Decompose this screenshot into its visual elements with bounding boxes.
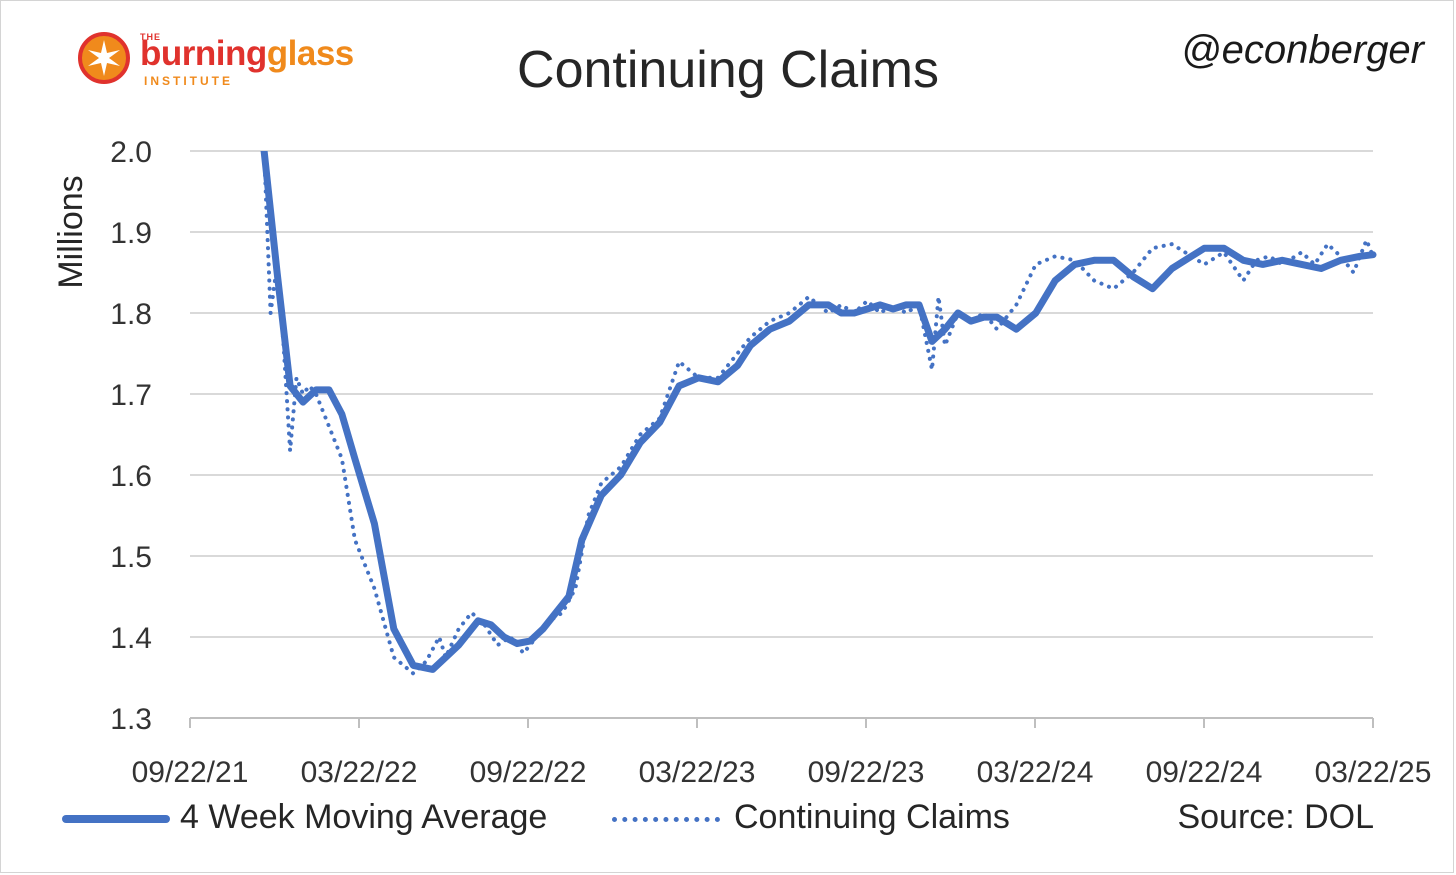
- y-tick-label: 1.8: [110, 298, 152, 331]
- legend-label: Continuing Claims: [734, 798, 1010, 836]
- logo-word-part1: burning: [140, 34, 267, 73]
- x-axis: 09/22/21 03/22/22 09/22/22 03/22/23 09/22/23…: [132, 717, 1432, 789]
- x-tick-label: 09/22/23: [808, 756, 925, 789]
- x-tick-label: 03/22/22: [301, 756, 418, 789]
- legend-solid-swatch: [62, 815, 170, 824]
- logo-wordmark: burningglass: [140, 34, 354, 74]
- moving-average-line: [260, 151, 1377, 673]
- burning-glass-logo-icon: [78, 32, 130, 84]
- logo-subtitle: INSTITUTE: [144, 74, 233, 88]
- y-tick-label: 1.4: [110, 622, 152, 655]
- logo-word-part2: glass: [266, 34, 355, 73]
- y-tick-label: 1.6: [110, 460, 152, 493]
- continuing-claims-line: [262, 151, 1375, 676]
- x-tick-label: 03/22/23: [639, 756, 756, 789]
- y-tick-label: 1.9: [110, 217, 152, 250]
- x-tick-label: 09/22/21: [132, 756, 249, 789]
- x-tick-label: 03/22/24: [977, 756, 1094, 789]
- x-tick-label: 03/22/25: [1315, 756, 1432, 789]
- logo-prefix: THE: [140, 32, 161, 42]
- y-axis-label: Millions: [52, 175, 90, 288]
- y-tick-label: 2.0: [110, 136, 152, 169]
- legend-label: 4 Week Moving Average: [180, 798, 548, 836]
- series-lines: [260, 151, 1377, 676]
- y-tick-label: 1.3: [110, 703, 152, 736]
- legend-dotted-swatch: [612, 816, 720, 822]
- gridlines: [190, 150, 1373, 638]
- x-tick-label: 09/22/22: [470, 756, 587, 789]
- legend-item-moving-average: 4 Week Moving Average: [62, 798, 547, 837]
- y-tick-label: 1.5: [110, 541, 152, 574]
- y-tick-labels: 1.3 1.4 1.5 1.6 1.7 1.8 1.9 2.0: [110, 136, 152, 736]
- chart-title: Continuing Claims: [517, 41, 939, 99]
- x-tick-label: 09/22/24: [1146, 756, 1263, 789]
- legend-item-continuing-claims: Continuing Claims: [612, 798, 1010, 837]
- author-handle: @econberger: [1181, 28, 1424, 72]
- y-tick-label: 1.7: [110, 379, 152, 412]
- source-note: Source: DOL: [1177, 798, 1374, 836]
